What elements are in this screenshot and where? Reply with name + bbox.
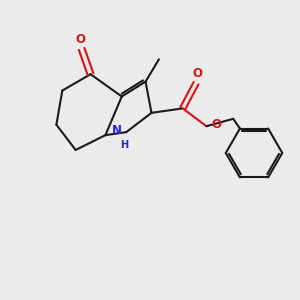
Text: O: O [212, 118, 222, 131]
Text: O: O [193, 67, 202, 80]
Text: O: O [75, 33, 85, 46]
Text: N: N [112, 124, 122, 137]
Text: H: H [120, 140, 128, 150]
